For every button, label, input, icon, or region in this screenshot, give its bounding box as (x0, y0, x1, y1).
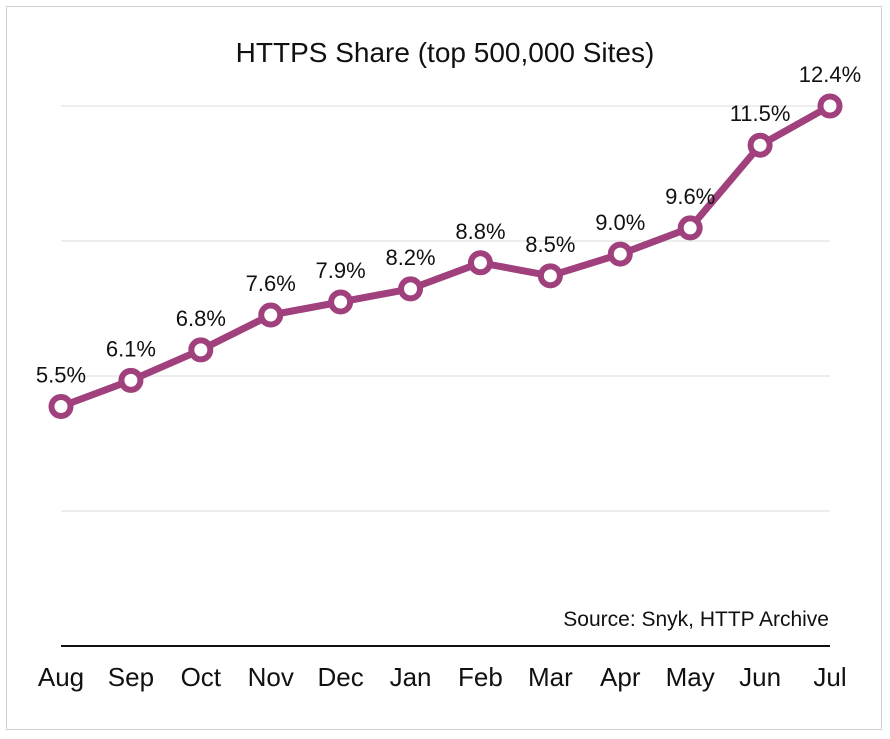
chart-title: HTTPS Share (top 500,000 Sites) (236, 37, 655, 68)
data-label-mar: 8.5% (525, 232, 575, 257)
x-tick-jul: Jul (813, 662, 846, 692)
data-label-apr: 9.0% (595, 210, 645, 235)
x-tick-nov: Nov (248, 662, 294, 692)
data-point-jul (817, 93, 843, 119)
x-tick-sep: Sep (108, 662, 154, 692)
x-tick-jan: Jan (390, 662, 432, 692)
x-tick-oct: Oct (181, 662, 222, 692)
data-label-dec: 7.9% (316, 258, 366, 283)
data-label-oct: 6.8% (176, 306, 226, 331)
data-point-nov (258, 302, 284, 328)
data-point-apr (607, 241, 633, 267)
series-line (57, 102, 834, 410)
data-label-jul: 12.4% (799, 62, 861, 87)
data-label-aug: 5.5% (36, 362, 86, 387)
x-tick-may: May (666, 662, 715, 692)
x-tick-apr: Apr (600, 662, 641, 692)
data-label-may: 9.6% (665, 184, 715, 209)
data-point-sep (118, 367, 144, 393)
x-tick-mar: Mar (528, 662, 573, 692)
data-point-oct (188, 337, 214, 363)
data-point-may (677, 215, 703, 241)
x-tick-aug: Aug (38, 662, 84, 692)
data-point-mar (537, 263, 563, 289)
x-tick-labels: Aug Sep Oct Nov Dec Jan Feb Mar Apr May Jun Jul (38, 662, 847, 692)
source-note: Source: Snyk, HTTP Archive (563, 608, 829, 631)
data-label-nov: 7.6% (246, 271, 296, 296)
x-tick-dec: Dec (318, 662, 364, 692)
data-point-jan (398, 276, 424, 302)
data-label-jun: 11.5% (730, 101, 791, 126)
data-point-jun (747, 132, 773, 158)
data-point-aug (48, 393, 74, 419)
data-points (48, 93, 843, 419)
data-label-feb: 8.8% (455, 219, 505, 244)
data-label-sep: 6.1% (106, 336, 156, 361)
data-point-dec (328, 289, 354, 315)
data-point-feb (467, 250, 493, 276)
gridlines (61, 105, 830, 512)
data-label-jan: 8.2% (385, 245, 435, 270)
data-labels: 5.5% 6.1% 6.8% 7.6% 7.9% 8.2% 8.8% 8.5% 9.0% 9.6%… (36, 62, 861, 387)
x-tick-feb: Feb (458, 662, 503, 692)
x-tick-jun: Jun (739, 662, 781, 692)
